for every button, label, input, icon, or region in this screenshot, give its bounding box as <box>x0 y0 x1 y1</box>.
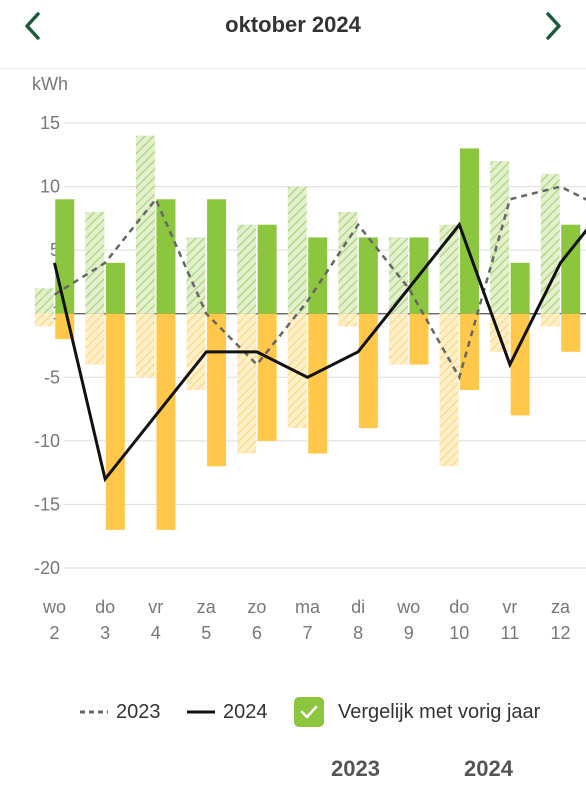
bar-2024-positive <box>207 199 227 314</box>
bar-2024-negative <box>561 313 581 352</box>
bar-2023-positive <box>34 288 54 314</box>
legend: 2023 2024 Vergelijk met vorig jaar <box>0 690 586 734</box>
bar-2023-negative <box>135 313 155 378</box>
year-tab-2023[interactable]: 2023 <box>331 756 380 781</box>
solid-line-icon <box>187 710 215 714</box>
bar-2024-negative <box>358 313 378 429</box>
x-tick-day: za <box>551 597 571 617</box>
bar-2024-negative <box>460 313 480 390</box>
chevron-right-icon[interactable] <box>532 6 572 46</box>
y-unit-label: kWh <box>32 74 68 94</box>
energy-chart: kWh 15 10 5 0 -5 -10 -15 -20 wo 2 do 3 vr 4 za 5 zo 6 ma 7… <box>32 74 586 643</box>
y-tick-label: 15 <box>40 113 60 133</box>
compare-toggle[interactable]: Vergelijk met vorig jaar <box>294 690 540 734</box>
bar-2024-negative <box>308 313 328 454</box>
x-tick-day: vr <box>148 597 163 617</box>
bar-2024-positive <box>156 199 176 314</box>
x-tick-date: 10 <box>449 623 469 643</box>
bar-2024-negative <box>207 313 227 467</box>
x-tick-date: 6 <box>252 623 262 643</box>
x-axis-labels: wo2do3vr4za5zo6ma7di8wo9do10vr11za12zo13 <box>42 597 571 643</box>
bar-2023-negative <box>439 313 459 467</box>
bar-2024-positive <box>257 224 277 314</box>
legend-2024: 2024 <box>187 690 268 734</box>
bar-2023-positive <box>237 224 257 314</box>
legend-2024-label: 2024 <box>223 700 268 723</box>
x-tick-date: 11 <box>501 623 520 643</box>
bar-2023-positive <box>287 186 307 314</box>
bar-2024-positive <box>308 237 328 314</box>
bar-2023-positive <box>338 212 358 314</box>
bar-2024-negative <box>510 313 530 416</box>
x-tick-date: 12 <box>550 623 570 643</box>
line-2023 <box>53 185 586 381</box>
x-tick-date: 8 <box>353 623 363 643</box>
bar-2023-negative <box>34 313 54 327</box>
x-tick-day: di <box>351 597 365 617</box>
chevron-left-icon[interactable] <box>14 6 54 46</box>
bar-2023-negative <box>540 313 560 327</box>
year-tab-2024[interactable]: 2024 <box>464 756 513 781</box>
x-tick-date: 4 <box>151 623 161 643</box>
x-tick-day: do <box>449 597 469 617</box>
x-tick-day: do <box>95 597 115 617</box>
checkbox-checked-icon[interactable] <box>294 697 324 727</box>
bar-2024-negative <box>409 313 429 365</box>
bar-2023-negative <box>338 313 358 327</box>
bar-2024-positive <box>510 262 530 314</box>
line-2024 <box>53 221 586 483</box>
y-tick-label: 10 <box>40 177 60 197</box>
page-title: oktober 2024 <box>225 12 361 37</box>
x-tick-date: 3 <box>100 623 110 643</box>
lines <box>53 185 586 483</box>
bars <box>34 135 581 530</box>
bar-2024-positive <box>460 148 480 314</box>
y-tick-label: -20 <box>34 558 60 578</box>
bar-2024-negative <box>156 313 176 530</box>
x-tick-day: wo <box>396 597 420 617</box>
bar-2023-positive <box>186 237 206 314</box>
bar-2023-positive <box>540 173 560 314</box>
header: oktober 2024 <box>0 0 586 69</box>
legend-2023: 2023 <box>80 690 161 734</box>
x-tick-date: 2 <box>49 623 59 643</box>
y-tick-label: -5 <box>44 367 60 387</box>
x-tick-date: 5 <box>201 623 211 643</box>
bar-2024-positive <box>358 237 378 314</box>
bar-2023-positive <box>85 212 105 314</box>
bar-2023-positive <box>135 135 155 314</box>
x-tick-day: ma <box>295 597 321 617</box>
bar-2023-negative <box>388 313 408 365</box>
legend-2023-label: 2023 <box>116 700 161 723</box>
compare-label: Vergelijk met vorig jaar <box>338 700 541 723</box>
x-tick-date: 9 <box>404 623 414 643</box>
bar-2024-negative <box>105 313 125 530</box>
bar-2024-positive <box>55 199 75 314</box>
bar-2024-positive <box>561 224 581 314</box>
dashed-line-icon <box>80 710 108 714</box>
x-tick-day: vr <box>502 597 517 617</box>
x-tick-day: zo <box>247 597 266 617</box>
y-tick-label: -15 <box>34 494 60 514</box>
x-tick-date: 7 <box>302 623 312 643</box>
y-tick-label: -10 <box>34 431 60 451</box>
bar-2023-negative <box>237 313 257 454</box>
bar-2024-positive <box>105 262 125 314</box>
y-tick-label: 0 <box>50 304 60 324</box>
bar-2023-negative <box>85 313 105 365</box>
y-tick-label: 5 <box>50 240 60 260</box>
x-tick-day: za <box>197 597 217 617</box>
x-tick-day: wo <box>42 597 66 617</box>
bar-2023-positive <box>439 224 459 314</box>
bar-2023-negative <box>186 313 206 390</box>
bar-2024-negative <box>257 313 277 441</box>
